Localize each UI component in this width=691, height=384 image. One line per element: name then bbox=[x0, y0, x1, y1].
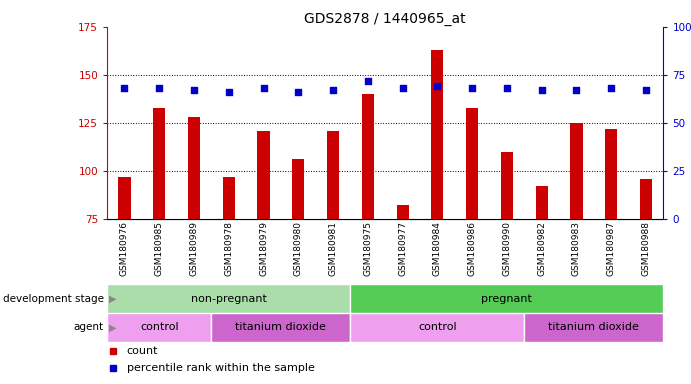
Text: GSM180977: GSM180977 bbox=[398, 221, 407, 276]
Text: GSM180982: GSM180982 bbox=[537, 221, 546, 276]
Point bbox=[536, 87, 547, 93]
Bar bbox=[327, 131, 339, 219]
Bar bbox=[524, 313, 663, 342]
Bar bbox=[107, 284, 350, 313]
Point bbox=[189, 87, 200, 93]
Text: GSM180978: GSM180978 bbox=[225, 221, 234, 276]
Bar bbox=[501, 152, 513, 219]
Text: titanium dioxide: titanium dioxide bbox=[236, 322, 326, 333]
Text: GSM180980: GSM180980 bbox=[294, 221, 303, 276]
Point bbox=[641, 87, 652, 93]
Text: GSM180976: GSM180976 bbox=[120, 221, 129, 276]
Text: control: control bbox=[140, 322, 178, 333]
Point bbox=[293, 89, 304, 95]
Bar bbox=[466, 108, 478, 219]
Text: count: count bbox=[126, 346, 158, 356]
Bar bbox=[350, 313, 524, 342]
Point bbox=[223, 89, 234, 95]
Text: GSM180984: GSM180984 bbox=[433, 221, 442, 276]
Point bbox=[466, 85, 477, 91]
Title: GDS2878 / 1440965_at: GDS2878 / 1440965_at bbox=[305, 12, 466, 26]
Text: development stage: development stage bbox=[3, 293, 104, 304]
Text: GSM180989: GSM180989 bbox=[189, 221, 198, 276]
Text: GSM180983: GSM180983 bbox=[572, 221, 581, 276]
Bar bbox=[107, 313, 211, 342]
Text: non-pregnant: non-pregnant bbox=[191, 293, 267, 304]
Bar bbox=[153, 108, 165, 219]
Point bbox=[502, 85, 513, 91]
Bar bbox=[188, 117, 200, 219]
Bar bbox=[640, 179, 652, 219]
Point bbox=[328, 87, 339, 93]
Text: GSM180988: GSM180988 bbox=[641, 221, 650, 276]
Point bbox=[153, 85, 164, 91]
Point bbox=[258, 85, 269, 91]
Point bbox=[606, 85, 617, 91]
Text: pregnant: pregnant bbox=[482, 293, 532, 304]
Text: GSM180979: GSM180979 bbox=[259, 221, 268, 276]
Bar bbox=[362, 94, 374, 219]
Point bbox=[432, 83, 443, 89]
Text: percentile rank within the sample: percentile rank within the sample bbox=[126, 362, 314, 373]
Bar bbox=[605, 129, 617, 219]
Bar bbox=[397, 205, 408, 219]
Bar bbox=[258, 131, 269, 219]
Text: control: control bbox=[418, 322, 457, 333]
Text: agent: agent bbox=[73, 322, 104, 333]
Text: GSM180975: GSM180975 bbox=[363, 221, 372, 276]
Point bbox=[571, 87, 582, 93]
Bar bbox=[570, 123, 583, 219]
Text: titanium dioxide: titanium dioxide bbox=[549, 322, 639, 333]
Text: ▶: ▶ bbox=[108, 322, 116, 333]
Text: GSM180987: GSM180987 bbox=[607, 221, 616, 276]
Point bbox=[119, 85, 130, 91]
Bar bbox=[211, 313, 350, 342]
Bar bbox=[223, 177, 235, 219]
Bar bbox=[118, 177, 131, 219]
Text: ▶: ▶ bbox=[108, 293, 116, 304]
Text: GSM180990: GSM180990 bbox=[502, 221, 511, 276]
Text: GSM180981: GSM180981 bbox=[329, 221, 338, 276]
Bar bbox=[292, 159, 305, 219]
Point bbox=[397, 85, 408, 91]
Text: GSM180985: GSM180985 bbox=[155, 221, 164, 276]
Bar bbox=[350, 284, 663, 313]
Bar bbox=[536, 186, 548, 219]
Point bbox=[362, 78, 373, 84]
Text: GSM180986: GSM180986 bbox=[468, 221, 477, 276]
Bar bbox=[431, 50, 444, 219]
